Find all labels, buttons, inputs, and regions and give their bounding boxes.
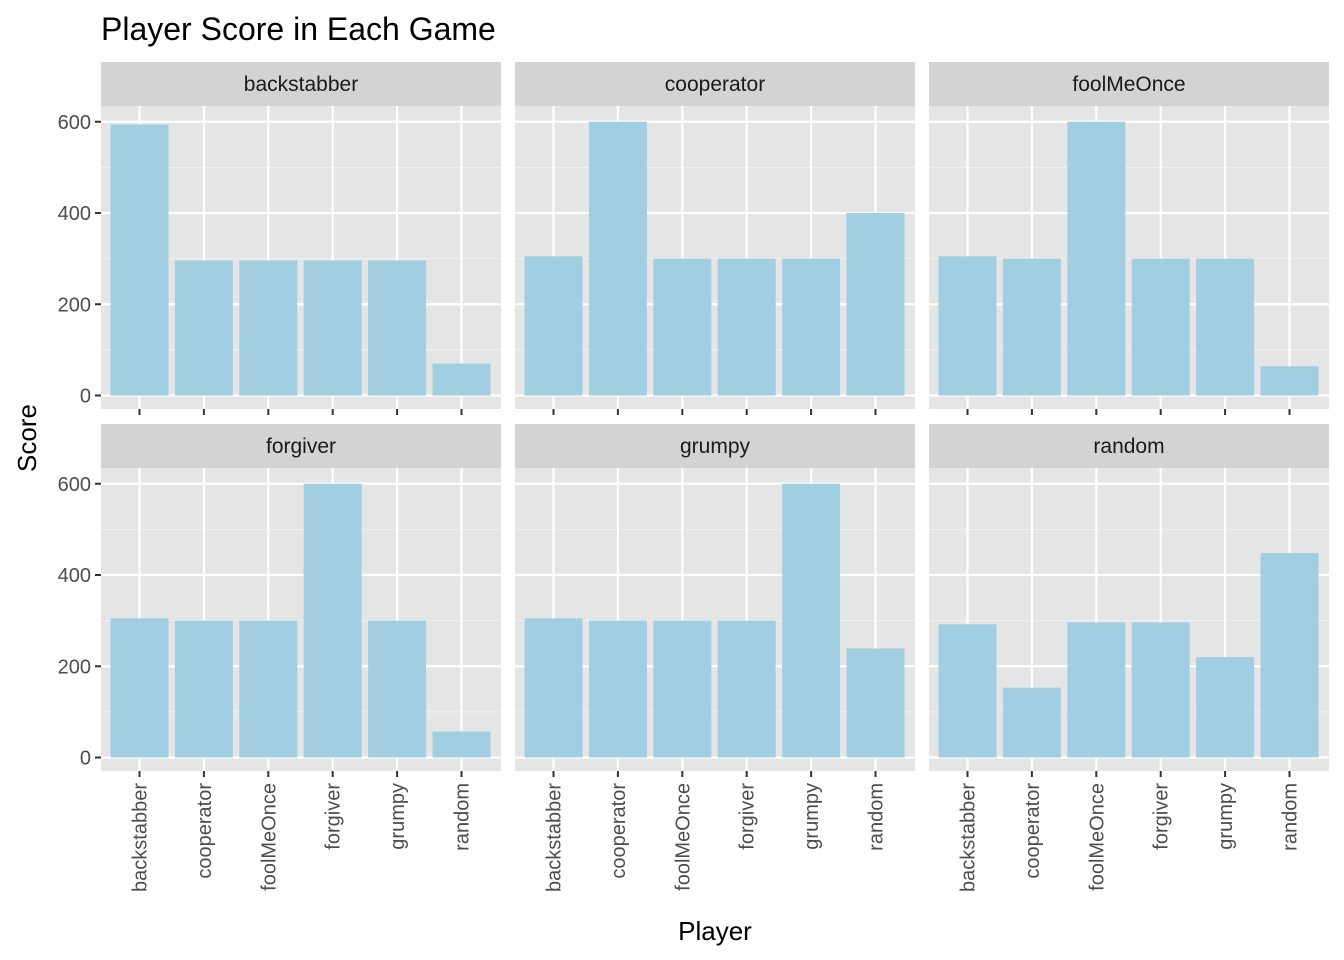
- y-tick-label: 600: [58, 112, 91, 134]
- facet-strip-label: forgiver: [266, 435, 336, 458]
- bar-foolMeOnce-foolMeOnce: [1067, 121, 1126, 396]
- facet-strip: [101, 62, 501, 106]
- bar-forgiver-backstabber: [110, 618, 169, 758]
- bar-cooperator-cooperator: [588, 121, 647, 396]
- x-tick-label: forgiver: [323, 783, 345, 850]
- x-tick-label: grumpy: [801, 783, 823, 850]
- bar-grumpy-random: [846, 648, 905, 758]
- bar-foolMeOnce-forgiver: [1131, 258, 1190, 396]
- x-tick-label: foolMeOnce: [672, 783, 694, 891]
- bar-grumpy-cooperator: [588, 620, 647, 758]
- x-tick-label: backstabber: [958, 783, 980, 892]
- y-tick-label: 0: [80, 386, 91, 408]
- bar-cooperator-random: [846, 213, 905, 396]
- x-tick-label: cooperator: [608, 783, 630, 879]
- bar-random-grumpy: [1196, 657, 1255, 758]
- x-axis-title: Player: [678, 916, 752, 946]
- x-tick-label: grumpy: [1215, 783, 1237, 850]
- y-tick-label: 200: [58, 294, 91, 316]
- bar-cooperator-grumpy: [782, 258, 841, 396]
- x-tick-label: forgiver: [1151, 783, 1173, 850]
- facet-panel-random: random backstabber cooperator foolMeOnce for…: [929, 424, 1329, 892]
- facet-panel-grumpy: grumpy backstabber cooperator foolMeOnce for…: [515, 424, 915, 892]
- x-tick-label: random: [1280, 783, 1302, 851]
- bar-cooperator-forgiver: [717, 258, 776, 396]
- bar-grumpy-grumpy: [782, 483, 841, 758]
- bar-grumpy-forgiver: [717, 620, 776, 758]
- facet-strip-label: foolMeOnce: [1072, 73, 1185, 96]
- facet-strip: [929, 424, 1329, 468]
- y-axis-title: Score: [12, 404, 42, 472]
- bar-forgiver-cooperator: [174, 620, 233, 758]
- facet-panel-cooperator: cooperator: [515, 62, 915, 415]
- facet-strip-label: grumpy: [680, 435, 751, 458]
- y-tick-label: 400: [58, 203, 91, 225]
- bar-random-random: [1260, 553, 1319, 758]
- bar-random-backstabber: [938, 624, 997, 758]
- bar-backstabber-backstabber: [110, 124, 169, 396]
- x-tick-label: cooperator: [194, 783, 216, 879]
- x-tick-label: cooperator: [1022, 783, 1044, 879]
- bar-forgiver-random: [432, 731, 491, 758]
- facet-strip-label: cooperator: [665, 73, 765, 96]
- facet-strip: [101, 424, 501, 468]
- x-tick-label: foolMeOnce: [258, 783, 280, 891]
- facet-panels: backstabber 0 200 400 600 cooperator foolMeOnc…: [58, 62, 1329, 892]
- facet-panel-foolMeOnce: foolMeOnce: [929, 62, 1329, 415]
- x-tick-label: random: [452, 783, 474, 851]
- facet-panel-forgiver: forgiver 0 200 400 600 backstabber cooperator f…: [58, 424, 501, 892]
- bar-backstabber-random: [432, 363, 491, 396]
- bar-foolMeOnce-backstabber: [938, 256, 997, 396]
- bar-cooperator-foolMeOnce: [653, 258, 712, 396]
- y-tick-label: 400: [58, 565, 91, 587]
- bar-backstabber-grumpy: [368, 260, 427, 396]
- facet-strip: [515, 62, 915, 106]
- bar-random-forgiver: [1131, 622, 1190, 758]
- x-tick-label: random: [866, 783, 888, 851]
- bar-backstabber-foolMeOnce: [239, 260, 298, 396]
- bar-random-foolMeOnce: [1067, 622, 1126, 758]
- facet-strip: [929, 62, 1329, 106]
- bar-random-cooperator: [1002, 687, 1061, 758]
- x-tick-label: forgiver: [737, 783, 759, 850]
- facet-strip-label: random: [1093, 435, 1164, 458]
- x-tick-label: grumpy: [387, 783, 409, 850]
- bar-backstabber-forgiver: [303, 260, 362, 396]
- y-tick-label: 200: [58, 656, 91, 678]
- bar-foolMeOnce-random: [1260, 366, 1319, 396]
- x-tick-label: foolMeOnce: [1086, 783, 1108, 891]
- facet-strip-label: backstabber: [244, 73, 358, 96]
- bar-forgiver-grumpy: [368, 620, 427, 758]
- y-tick-label: 0: [80, 748, 91, 770]
- chart-title: Player Score in Each Game: [101, 11, 496, 47]
- bar-cooperator-backstabber: [524, 256, 583, 396]
- bar-foolMeOnce-cooperator: [1002, 258, 1061, 396]
- bar-grumpy-foolMeOnce: [653, 620, 712, 758]
- bar-forgiver-forgiver: [303, 483, 362, 758]
- bar-backstabber-cooperator: [174, 260, 233, 396]
- x-tick-label: backstabber: [544, 783, 566, 892]
- facet-panel-backstabber: backstabber 0 200 400 600: [58, 62, 501, 415]
- bar-grumpy-backstabber: [524, 618, 583, 758]
- x-tick-label: backstabber: [130, 783, 152, 892]
- y-tick-label: 600: [58, 474, 91, 496]
- bar-forgiver-foolMeOnce: [239, 620, 298, 758]
- facet-strip: [515, 424, 915, 468]
- bar-foolMeOnce-grumpy: [1196, 258, 1255, 396]
